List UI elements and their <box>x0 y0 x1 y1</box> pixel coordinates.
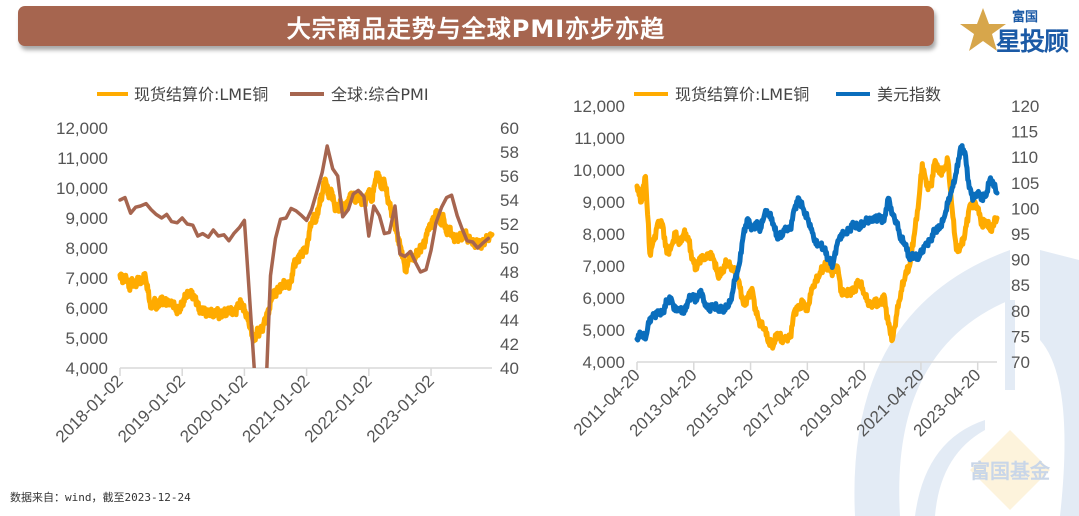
y-right-tick-label: 90 <box>1011 251 1030 270</box>
y-right-tick-label: 54 <box>500 191 519 210</box>
y-right-tick-label: 60 <box>500 119 519 138</box>
title-banner: 大宗商品走势与全球PMI亦步亦趋 <box>18 6 934 46</box>
y-right-tick-label: 52 <box>500 215 519 234</box>
y-left-tick-label: 4,000 <box>65 359 108 378</box>
y-left-tick-label: 5,000 <box>582 321 625 340</box>
y-left-tick-label: 7,000 <box>65 269 108 288</box>
legend: 现货结算价:LME铜 美元指数 <box>634 85 941 104</box>
copper-price-line <box>634 155 1000 351</box>
y-right-tick-label: 44 <box>500 311 519 330</box>
series-global-pmi <box>118 144 491 368</box>
legend-label-copper: 现货结算价:LME铜 <box>675 85 809 104</box>
global-pmi-line <box>118 144 491 368</box>
usd-index-line <box>634 143 1000 343</box>
y-right-tick-label: 58 <box>500 143 519 162</box>
series-copper-price <box>634 155 1000 351</box>
y-right-tick-label: 95 <box>1011 225 1030 244</box>
legend: 现货结算价:LME铜 全球:综合PMI <box>97 85 429 104</box>
y-left-tick-label: 10,000 <box>573 161 625 180</box>
y-left-tick-label: 9,000 <box>582 193 625 212</box>
y-left-tick-label: 12,000 <box>56 119 108 138</box>
y-right-tick-label: 56 <box>500 167 519 186</box>
chart-copper-vs-pmi: 现货结算价:LME铜 全球:综合PMI 4,000 5,000 6,000 7,000… <box>52 85 519 446</box>
y-right-tick-label: 105 <box>1011 174 1039 193</box>
y-left-tick-label: 6,000 <box>65 299 108 318</box>
y-right-tick-label: 42 <box>500 335 519 354</box>
legend-label-usd: 美元指数 <box>877 85 941 104</box>
y-left-tick-label: 6,000 <box>582 289 625 308</box>
y-left-tick-label: 4,000 <box>582 353 625 372</box>
y-left-tick-label: 12,000 <box>573 97 625 116</box>
page-title: 大宗商品走势与全球PMI亦步亦趋 <box>286 14 666 43</box>
y-right-tick-label: 70 <box>1011 353 1030 372</box>
brand-logo: 富国 星投顾 <box>958 4 1078 56</box>
series-copper-price <box>117 170 495 344</box>
y-left-tick-label: 7,000 <box>582 257 625 276</box>
legend-label-copper: 现货结算价:LME铜 <box>134 85 268 104</box>
logo-main-text: 星投顾 <box>996 27 1069 56</box>
data-source-note: 数据来自：wind，截至2023-12-24 <box>10 491 191 504</box>
y-left-tick-label: 10,000 <box>56 179 108 198</box>
y-right-tick-label: 50 <box>500 239 519 258</box>
y-right-tick-label: 80 <box>1011 302 1030 321</box>
y-right-tick-label: 100 <box>1011 199 1039 218</box>
legend-label-pmi: 全球:综合PMI <box>331 85 429 104</box>
y-right-tick-label: 48 <box>500 263 519 282</box>
y-left-tick-label: 8,000 <box>65 239 108 258</box>
y-left-tick-label: 8,000 <box>582 225 625 244</box>
series-usd-index <box>634 143 1000 343</box>
y-right-tick-label: 46 <box>500 287 519 306</box>
y-right-tick-label: 85 <box>1011 276 1030 295</box>
y-left-tick-label: 11,000 <box>57 149 108 168</box>
y-left-tick-label: 11,000 <box>574 129 625 148</box>
y-right-tick-label: 40 <box>500 359 519 378</box>
y-left-tick-label: 9,000 <box>65 209 108 228</box>
copper-price-line <box>117 170 495 344</box>
y-right-tick-label: 110 <box>1011 148 1038 167</box>
chart-copper-vs-usd: 现货结算价:LME铜 美元指数 4,000 5,000 6,000 7,000 8,00… <box>570 85 1040 440</box>
y-right-tick-label: 120 <box>1011 97 1039 116</box>
y-right-tick-label: 75 <box>1011 327 1030 346</box>
y-right-tick-label: 115 <box>1011 123 1038 142</box>
star-icon <box>960 8 1006 51</box>
y-left-tick-label: 5,000 <box>65 329 108 348</box>
logo-top-text: 富国 <box>1012 10 1039 25</box>
